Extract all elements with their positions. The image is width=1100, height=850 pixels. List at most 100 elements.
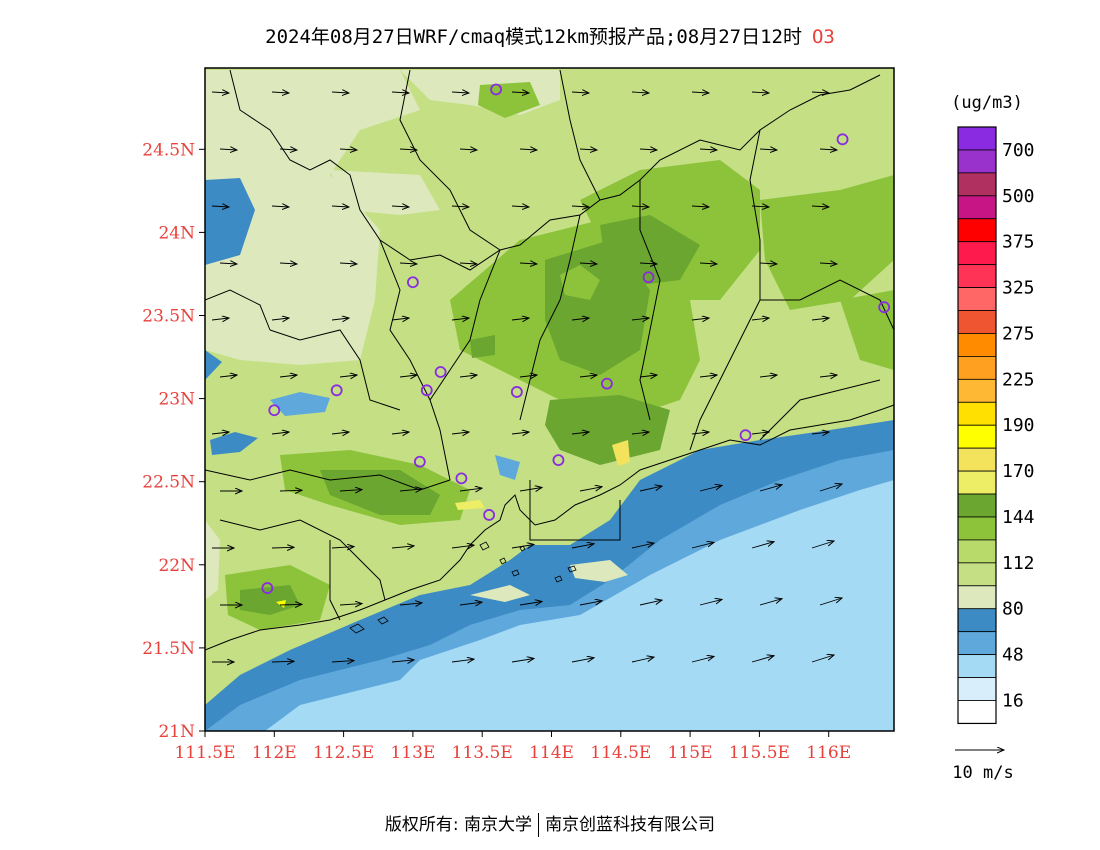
lon-tick-label: 113.5E <box>452 743 513 763</box>
company-text: 南京创蓝科技有限公司 <box>545 815 716 835</box>
lat-tick-label: 21.5N <box>142 639 195 659</box>
wind-arrow <box>511 318 529 320</box>
lon-tick-label: 116E <box>806 743 851 763</box>
wind-arrow <box>211 318 229 320</box>
wind-arrow <box>639 486 662 492</box>
wind-arrow <box>451 318 469 320</box>
wind-arrow <box>699 375 717 377</box>
legend-label: 225 <box>1002 369 1035 390</box>
legend-swatch <box>957 585 997 610</box>
lat-tick-label: 24.5N <box>142 140 195 160</box>
wind-arrow <box>751 432 769 434</box>
boundary-lines <box>205 69 894 651</box>
station-marker <box>330 384 343 397</box>
legend-swatch <box>957 654 997 678</box>
wind-arrow <box>399 263 417 264</box>
legend-label: 190 <box>1002 415 1035 436</box>
wind-arrow <box>391 546 414 548</box>
legend-swatch <box>957 470 997 495</box>
longitude-axis: 111.5E 112E 112.5E 113E 113.5E 114E 114.5E 115E… <box>174 731 851 763</box>
legend-swatch <box>957 355 997 380</box>
wind-arrow <box>339 490 362 491</box>
wind-arrow <box>811 655 834 663</box>
wind-arrow <box>811 318 829 320</box>
station-marker <box>413 455 426 468</box>
station-marker <box>434 366 447 378</box>
legend-swatch <box>957 631 997 656</box>
wind-arrow <box>699 263 717 264</box>
legend-label: 325 <box>1002 278 1035 299</box>
lon-tick-label: 114E <box>529 743 574 763</box>
wind-arrow <box>579 263 597 264</box>
wind-arrow <box>819 598 842 606</box>
legend-label: 48 <box>1002 645 1024 666</box>
wind-vectors <box>211 92 842 663</box>
wind-arrow <box>211 206 229 207</box>
wind-arrow <box>759 149 777 150</box>
wind-arrow <box>631 206 649 207</box>
wind-arrow <box>519 602 542 606</box>
legend-swatch <box>957 378 997 403</box>
wind-arrow <box>339 375 357 377</box>
wind-arrow <box>211 432 229 434</box>
wind-arrow <box>751 206 769 207</box>
wind-arrow <box>391 92 409 93</box>
wind-arrow <box>391 206 409 207</box>
wind-arrow <box>571 658 594 662</box>
wind-arrow <box>691 656 714 663</box>
legend-swatch <box>957 310 997 334</box>
wind-arrow <box>759 485 782 492</box>
legend-swatch <box>957 287 997 311</box>
wind-arrow <box>331 318 349 320</box>
wind-arrow <box>399 489 422 491</box>
legend-swatch <box>957 333 997 357</box>
wind-arrow <box>511 659 534 663</box>
lat-tick-label: 24N <box>158 223 195 243</box>
wind-arrow <box>331 661 354 662</box>
wind-arrow <box>759 599 782 606</box>
wind-arrow <box>819 263 837 264</box>
wind-arrow <box>279 604 302 605</box>
station-marker <box>490 83 502 96</box>
legend-swatch <box>957 424 997 449</box>
wind-arrow <box>511 206 529 207</box>
wind-arrow <box>631 657 654 663</box>
wind-arrow <box>631 92 649 93</box>
wind-arrow <box>511 92 529 93</box>
concentration-field <box>205 68 894 731</box>
copyright-text: 版权所有: 南京大学 <box>384 815 533 835</box>
wind-arrow <box>339 604 362 605</box>
legend-swatch <box>957 493 997 518</box>
footer-separator <box>538 813 540 837</box>
lon-tick-label: 115.5E <box>729 743 790 763</box>
wind-arrow <box>519 149 537 150</box>
wind-arrow <box>751 318 769 320</box>
wind-arrow <box>271 547 294 548</box>
station-marker <box>268 404 281 417</box>
legend-label: 170 <box>1002 461 1035 482</box>
legend-swatch <box>957 700 997 724</box>
wind-arrow <box>751 92 769 93</box>
wind-arrow <box>391 432 409 434</box>
wind-arrow <box>391 660 414 662</box>
map-frame <box>204 67 895 732</box>
legend-swatch <box>957 218 997 243</box>
wind-arrow <box>271 206 289 207</box>
wind-arrow <box>451 545 474 548</box>
wind-arrow <box>271 661 294 662</box>
legend-swatch <box>957 195 997 220</box>
legend-swatch <box>957 608 997 633</box>
wind-arrow <box>819 484 842 492</box>
wind-arrow <box>339 263 357 264</box>
page-title: 2024年08月27日WRF/cmaq模式12km预报产品;08月27日12时 O… <box>0 22 1100 49</box>
wind-arrow <box>391 318 409 320</box>
lat-tick-label: 22.5N <box>142 473 195 493</box>
wind-arrow <box>691 542 714 549</box>
wind-arrow <box>631 432 649 434</box>
wind-reference-label: 10 m/s <box>952 763 1013 783</box>
wind-arrow <box>459 602 482 605</box>
wind-arrow <box>699 485 722 492</box>
legend-label: 80 <box>1002 599 1024 620</box>
legend-swatch <box>957 401 997 426</box>
footer: 版权所有: 南京大学 南京创蓝科技有限公司 <box>0 810 1100 837</box>
